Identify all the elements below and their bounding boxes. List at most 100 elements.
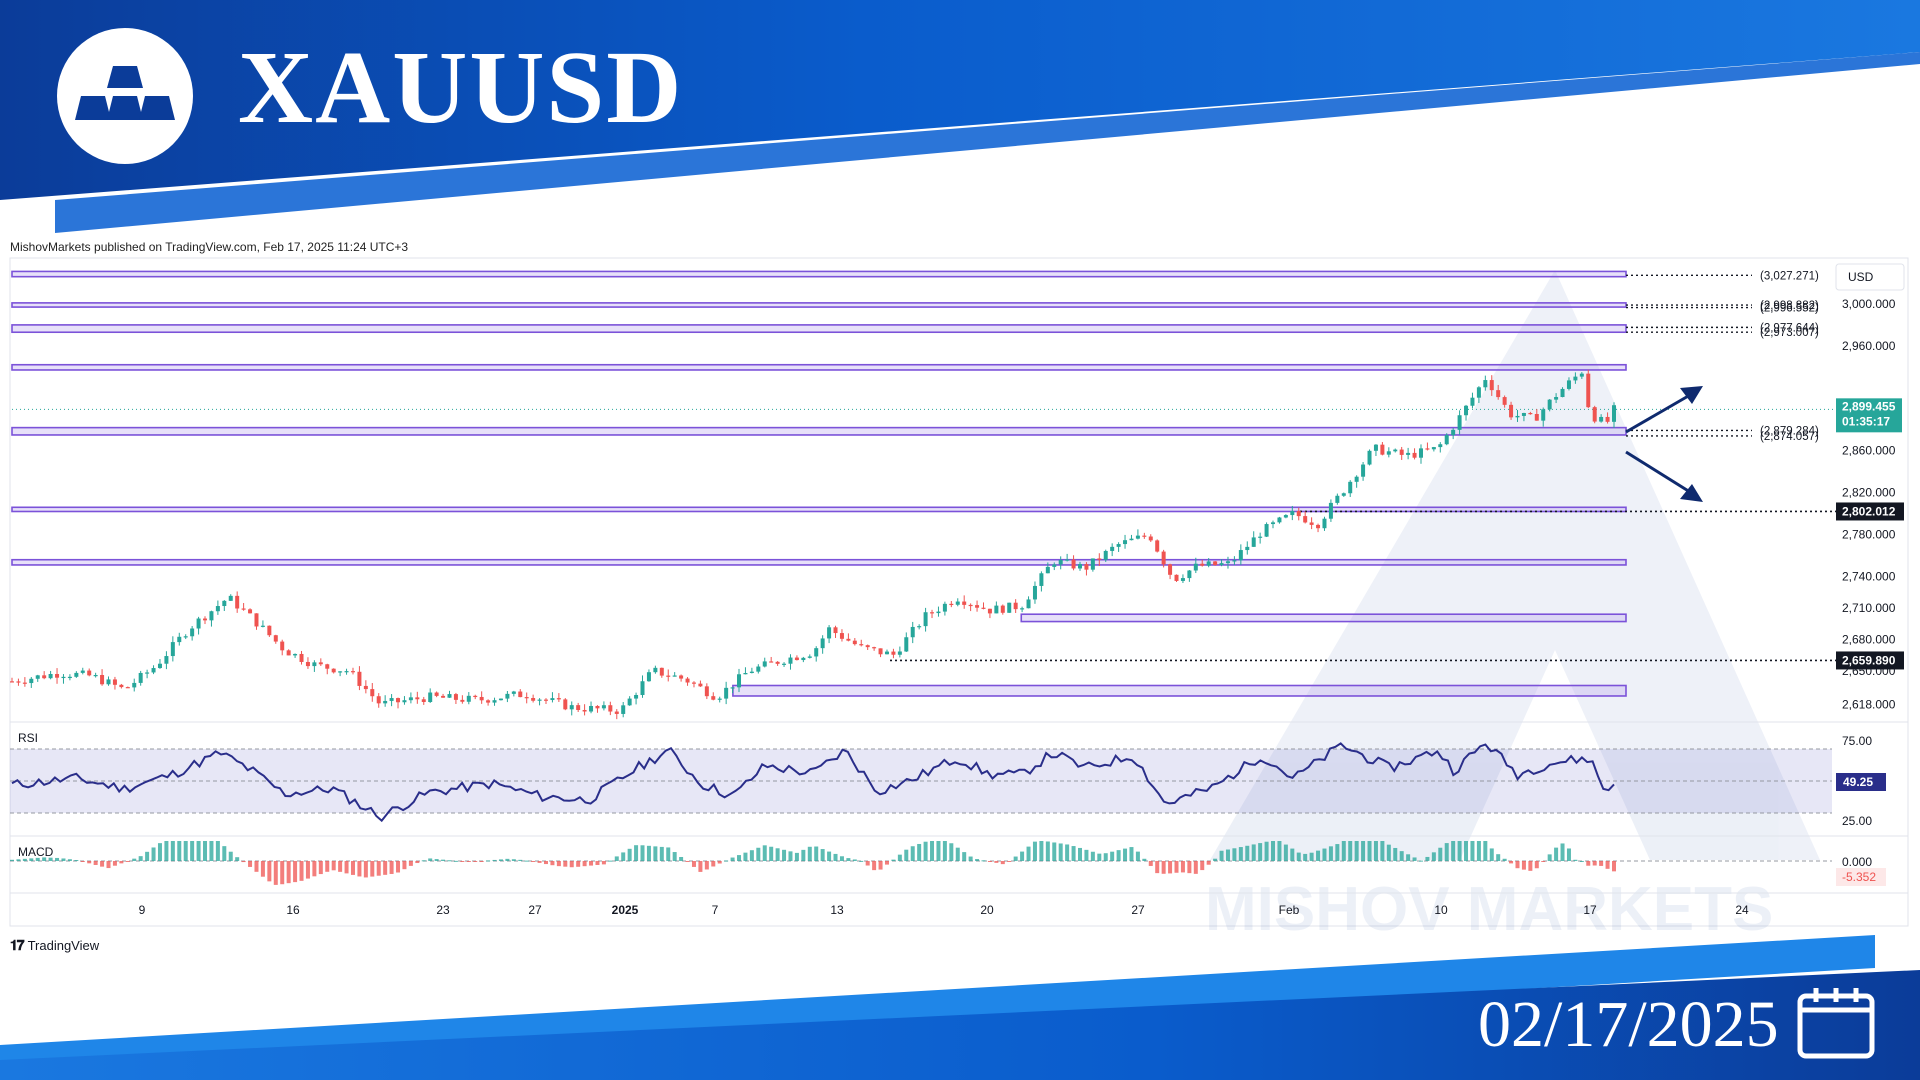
macd-bar (112, 861, 117, 866)
price-tick-9: 2,650.000 (1842, 664, 1896, 678)
time-tick-12: 24 (1735, 903, 1749, 917)
macd-bar (672, 852, 677, 861)
footer-brand: TradingView (27, 938, 100, 953)
macd-bar (1412, 857, 1417, 861)
candle (917, 624, 922, 630)
candle (1032, 581, 1037, 604)
macd-histogram (10, 841, 1616, 885)
candle (498, 698, 503, 701)
macd-bar (511, 859, 516, 861)
sr-zone-2 (11, 324, 1627, 334)
macd-value: -5.352 (1842, 870, 1876, 884)
candle (923, 607, 928, 632)
macd-bar (852, 859, 857, 861)
rsi-tick-25: 25.00 (1842, 814, 1872, 828)
candle (1168, 563, 1173, 580)
candle (1264, 522, 1269, 538)
macd-bar (1065, 844, 1070, 861)
candle (1335, 493, 1340, 505)
macd-bar (601, 861, 606, 865)
macd-bar (1541, 861, 1546, 862)
macd-bar (1296, 852, 1301, 861)
candle (138, 670, 143, 686)
macd-bar (299, 861, 304, 881)
time-tick-6: 13 (830, 903, 844, 917)
price-axis: 3,000.000 2,960.000 2,860.000 2,820.000 2,78… (1842, 297, 1896, 711)
macd-bar (550, 861, 555, 866)
candle (170, 636, 175, 662)
macd-bar (730, 857, 735, 861)
macd-bar (569, 861, 574, 868)
candle (357, 666, 362, 691)
candle (67, 674, 72, 681)
macd-bar (383, 861, 388, 875)
candle (1232, 556, 1237, 565)
macd-bar (904, 849, 909, 861)
macd-bar (222, 846, 227, 861)
macd-bar (518, 859, 523, 861)
published-line: MishovMarkets published on TradingView.c… (10, 240, 409, 254)
candle (987, 608, 992, 619)
level-label-3: (2,977.644) (1760, 322, 1819, 334)
candle (1129, 534, 1134, 541)
macd-bar (312, 861, 317, 877)
candle (698, 680, 703, 687)
candle (544, 698, 548, 704)
macd-bar (576, 861, 581, 867)
candle (801, 656, 806, 663)
macd-bar (1579, 860, 1584, 862)
candle (955, 598, 960, 607)
macd-bar (614, 856, 619, 861)
candle (852, 638, 857, 646)
macd-bar (910, 846, 915, 861)
candle (93, 672, 98, 678)
candle (1251, 531, 1256, 547)
macd-bar (942, 841, 947, 861)
macd-bar (762, 845, 767, 861)
candle (1393, 448, 1398, 453)
macd-bar (293, 861, 298, 883)
macd-bar (389, 861, 394, 874)
candle (949, 601, 954, 608)
macd-bar (1431, 852, 1436, 861)
candle (1373, 444, 1378, 457)
macd-bar (396, 861, 401, 873)
currency-box[interactable] (1835, 263, 1905, 291)
macd-bar (486, 860, 491, 862)
candle (350, 667, 355, 675)
macd-bar (962, 852, 967, 861)
macd-bar (788, 851, 793, 861)
candle (1489, 375, 1494, 396)
macd-bar (138, 856, 143, 861)
macd-bar (492, 859, 497, 861)
candle (975, 600, 980, 612)
rsi-label: RSI (18, 731, 38, 745)
time-tick-9: Feb (1279, 903, 1300, 917)
macd-bar (859, 860, 864, 862)
macd-bar (646, 845, 651, 861)
macd-bar (994, 861, 999, 863)
candle (1354, 475, 1359, 488)
tag-level-box-0 (1836, 502, 1904, 521)
tradingview-footer[interactable]: 𝟏𝟕 TradingView (10, 937, 99, 954)
candle (1206, 558, 1211, 568)
macd-bar (1123, 848, 1128, 861)
macd-bar (10, 859, 14, 861)
macd-bar (1406, 854, 1411, 861)
candle (87, 668, 92, 677)
macd-bar (1586, 861, 1591, 866)
macd-bar (164, 841, 169, 861)
candle (479, 691, 484, 704)
macd-bar (1258, 843, 1263, 861)
current-price-label: 2,899.455 (1842, 399, 1896, 413)
macd-bar (1052, 842, 1057, 861)
candle (16, 678, 21, 686)
macd-bar (749, 850, 754, 861)
brand-logo (57, 28, 193, 164)
macd-bar (505, 858, 510, 861)
macd-bar (376, 861, 381, 876)
macd-bar (441, 859, 446, 861)
candle (74, 671, 79, 678)
macd-bar (1425, 856, 1430, 861)
candle (1425, 442, 1430, 451)
